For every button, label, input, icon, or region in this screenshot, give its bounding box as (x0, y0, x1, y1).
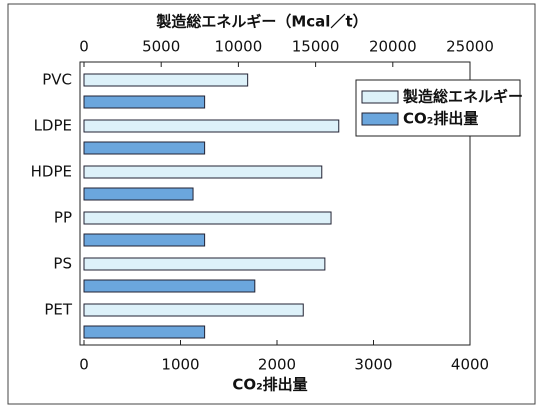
x2-tick-label: 15000 (292, 38, 340, 56)
bar (83, 233, 206, 247)
chart-title: 製造総エネルギー（Mcal／t） (155, 13, 367, 31)
x-axis-title: CO₂排出量 (232, 376, 307, 394)
x-tick-label: 4000 (451, 356, 489, 374)
legend-swatch (361, 90, 399, 104)
bar (83, 279, 256, 293)
legend-swatch (361, 112, 399, 126)
x2-tick-label: 20000 (369, 38, 417, 56)
frame (7, 3, 536, 405)
y-tick-label: PVC (42, 71, 72, 89)
legend (355, 79, 521, 137)
plot-area (79, 61, 471, 346)
y-tick-label: PET (44, 301, 73, 319)
legend-label: CO₂排出量 (403, 110, 478, 128)
y-tick-label: LDPE (34, 117, 72, 135)
y-tick-label: HDPE (31, 163, 72, 181)
bar (83, 257, 326, 271)
bar (83, 141, 206, 155)
bar (83, 73, 249, 87)
bar (83, 211, 332, 225)
bar (83, 303, 304, 317)
x2-tick-label: 5000 (142, 38, 180, 56)
legend-label: 製造総エネルギー (402, 88, 523, 106)
x2-tick-label: 10000 (215, 38, 263, 56)
x-tick-label: 1000 (161, 356, 199, 374)
bar (83, 187, 194, 201)
y-tick-label: PP (54, 209, 72, 227)
x2-tick-label: 25000 (446, 38, 494, 56)
x-tick-label: 3000 (354, 356, 392, 374)
bar (83, 165, 323, 179)
bar (83, 325, 206, 339)
x-tick-label: 2000 (258, 356, 296, 374)
bar (83, 95, 206, 109)
x2-tick-label: 0 (79, 38, 89, 56)
y-tick-label: PS (53, 255, 72, 273)
x-tick-label: 0 (79, 356, 89, 374)
bar (83, 119, 340, 133)
